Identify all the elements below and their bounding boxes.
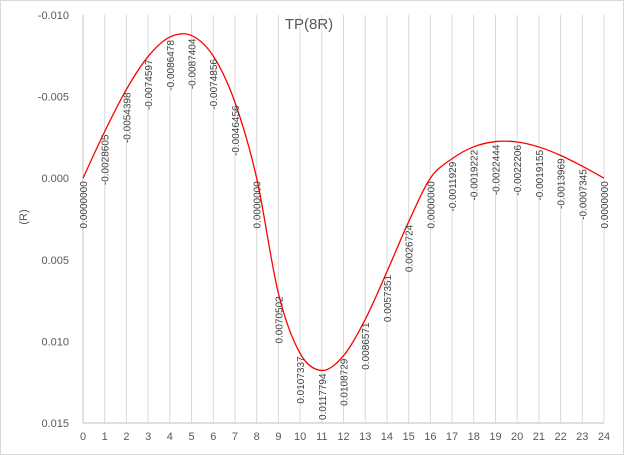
data-label: -0.0019222 xyxy=(470,149,481,200)
x-tick-label: 7 xyxy=(232,431,238,443)
x-tick-label: 3 xyxy=(145,431,151,443)
data-label: -0.0074856 xyxy=(209,59,220,110)
y-tick-label: -0.005 xyxy=(38,92,69,104)
data-label: 0.0000000 xyxy=(426,181,437,229)
data-point xyxy=(343,355,345,357)
x-tick-label: 12 xyxy=(337,431,349,443)
series-line xyxy=(82,33,605,372)
data-point xyxy=(125,88,127,90)
data-point xyxy=(299,352,301,354)
x-tick-label: 10 xyxy=(294,431,306,443)
y-axis-title: (R) xyxy=(18,209,30,224)
data-label: 0.0070502 xyxy=(274,296,285,344)
data-label: -0.0086478 xyxy=(166,40,177,91)
data-point xyxy=(581,165,583,167)
chart-title: TP(8R) xyxy=(285,16,333,33)
data-label: -0.0028605 xyxy=(101,134,112,185)
data-label: -0.0022206 xyxy=(513,145,524,196)
data-point xyxy=(82,177,84,179)
data-label: 0.0117794 xyxy=(318,373,329,420)
data-label: 0.0026724 xyxy=(405,224,416,272)
data-label: -0.0013969 xyxy=(557,158,568,209)
x-tick-label: 2 xyxy=(123,431,129,443)
grid-lines xyxy=(104,15,605,423)
data-point xyxy=(560,154,562,156)
x-tick-label: 1 xyxy=(102,431,108,443)
data-point xyxy=(494,141,496,143)
data-point xyxy=(386,271,388,273)
data-label: -0.0054398 xyxy=(122,92,133,143)
data-point xyxy=(169,36,171,38)
data-label: 0.0057351 xyxy=(383,274,394,322)
x-tick-label: 17 xyxy=(446,431,458,443)
data-point xyxy=(147,55,149,57)
x-tick-label: 16 xyxy=(424,431,436,443)
x-tick-label: 9 xyxy=(275,431,281,443)
data-point xyxy=(516,141,518,143)
data-point xyxy=(364,318,366,320)
data-point xyxy=(104,131,106,133)
data-point xyxy=(212,55,214,57)
data-point xyxy=(256,177,258,179)
x-tick-label: 22 xyxy=(554,431,566,443)
x-tick-label: 20 xyxy=(511,431,523,443)
data-label: 0.0108729 xyxy=(340,358,351,406)
data-labels: 0.0000000-0.0028605-0.0054398-0.0074597-… xyxy=(79,38,611,420)
data-point xyxy=(234,101,236,103)
data-point xyxy=(191,35,193,37)
data-point xyxy=(408,221,410,223)
data-label: 0.0000000 xyxy=(79,181,90,229)
data-label: -0.0087404 xyxy=(188,38,199,89)
data-label: -0.0007345 xyxy=(578,169,589,220)
data-label: 0.0000000 xyxy=(253,181,264,229)
x-tick-label: 6 xyxy=(210,431,216,443)
x-tick-label: 24 xyxy=(598,431,610,443)
data-point xyxy=(321,369,323,371)
data-label: -0.0022444 xyxy=(491,144,502,195)
x-tick-label: 8 xyxy=(254,431,260,443)
data-label: -0.0074597 xyxy=(144,59,155,110)
data-point xyxy=(429,177,431,179)
data-point xyxy=(603,177,605,179)
y-tick-label: 0.015 xyxy=(41,418,69,430)
data-label: 0.0107337 xyxy=(296,356,307,404)
x-tick-label: 13 xyxy=(359,431,371,443)
data-point xyxy=(451,158,453,160)
x-tick-label: 23 xyxy=(576,431,588,443)
x-tick-label: 4 xyxy=(167,431,173,443)
y-tick-label: 0.010 xyxy=(41,336,69,348)
data-label: 0.0086571 xyxy=(361,322,372,370)
data-label: -0.0046456 xyxy=(231,105,242,156)
data-label: -0.0019155 xyxy=(535,150,546,201)
data-label: 0.0000000 xyxy=(600,181,611,229)
x-tick-label: 5 xyxy=(188,431,194,443)
data-point xyxy=(538,146,540,148)
x-tick-label: 11 xyxy=(316,431,327,443)
x-tick-label: 0 xyxy=(80,431,86,443)
x-tick-label: 18 xyxy=(468,431,480,443)
x-tick-label: 21 xyxy=(533,431,545,443)
x-tick-label: 19 xyxy=(489,431,501,443)
data-point xyxy=(277,292,279,294)
x-tick-label: 15 xyxy=(403,431,415,443)
data-label: -0.0011929 xyxy=(448,161,459,211)
y-tick-label: -0.010 xyxy=(38,10,69,22)
series-layer xyxy=(82,33,605,372)
y-tick-label: 0.000 xyxy=(41,173,69,185)
x-tick-label: 14 xyxy=(381,431,393,443)
data-point xyxy=(473,146,475,148)
y-tick-label: 0.005 xyxy=(41,255,69,267)
axes: 0 1 2 3 4 5 6 7 8 9 10 11 12 13 14 15 16 17 18 19 20 21 22 23 24… xyxy=(38,10,610,443)
